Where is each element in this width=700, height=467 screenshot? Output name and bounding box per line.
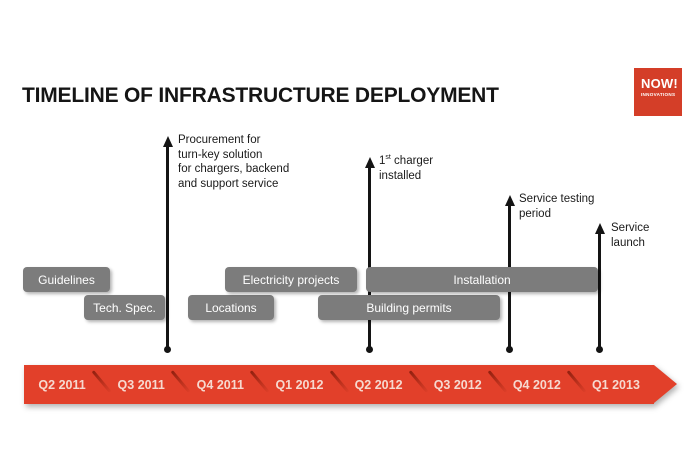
milestone-ordinal-suffix: st	[385, 154, 391, 162]
quarter-label: Q4 2011	[196, 377, 244, 392]
milestone-line-procurement	[162, 136, 173, 353]
arrow-tip-icon	[654, 365, 677, 403]
phase-bar-label: Locations	[205, 300, 257, 315]
quarter-label: Q1 2013	[591, 377, 640, 392]
logo-wordmark: NOW!	[641, 76, 678, 91]
quarter-label: Q4 2012	[512, 377, 561, 392]
quarters-row: Q2 2011 Q3 2011 Q4 2011 Q1 2012 Q2 2012 Q3 20…	[24, 365, 654, 404]
quarter-label: Q1 2012	[275, 377, 324, 392]
milestone-line-service-launch	[594, 223, 605, 353]
page-title: TIMELINE OF INFRASTRUCTURE DEPLOYMENT	[22, 84, 499, 107]
timeline-arrow: Q2 2011 Q3 2011 Q4 2011 Q1 2012 Q2 2012 Q3 20…	[24, 365, 677, 404]
phase-bar-label: Building permits	[366, 300, 452, 315]
milestone-line-first-charger	[364, 157, 375, 353]
quarter-label: Q2 2011	[38, 377, 86, 392]
phase-bar-electricity-projects: Electricity projects	[225, 267, 357, 292]
milestone-text: charger installed	[379, 155, 434, 182]
milestone-label-first-charger: 1st charger installed	[379, 154, 433, 183]
phase-bar-label: Electricity projects	[242, 272, 340, 287]
quarter-label: Q3 2011	[117, 377, 165, 392]
milestone-label-service-testing: Service testing period	[519, 193, 595, 220]
phase-bar-guidelines: Guidelines	[23, 267, 110, 292]
quarter-label: Q2 2012	[354, 377, 403, 392]
phase-bar-tech-spec: Tech. Spec.	[84, 295, 165, 320]
quarter-label: Q3 2012	[433, 377, 482, 392]
now-innovations-logo: NOW! INNOVATIONS	[634, 68, 682, 116]
phase-bar-building-permits: Building permits	[318, 295, 500, 320]
phase-bar-installation: Installation	[366, 267, 598, 292]
milestone-number: 1	[379, 155, 386, 167]
phase-bar-label: Tech. Spec.	[93, 300, 156, 315]
milestone-label-procurement: Procurement for turn-key solution for ch…	[178, 134, 290, 190]
phase-bar-locations: Locations	[188, 295, 274, 320]
logo-subtext: INNOVATIONS	[641, 91, 676, 97]
phase-bar-label: Guidelines	[38, 272, 95, 287]
milestone-label-service-launch: Service launch	[611, 222, 650, 249]
phase-bar-label: Installation	[453, 272, 511, 287]
